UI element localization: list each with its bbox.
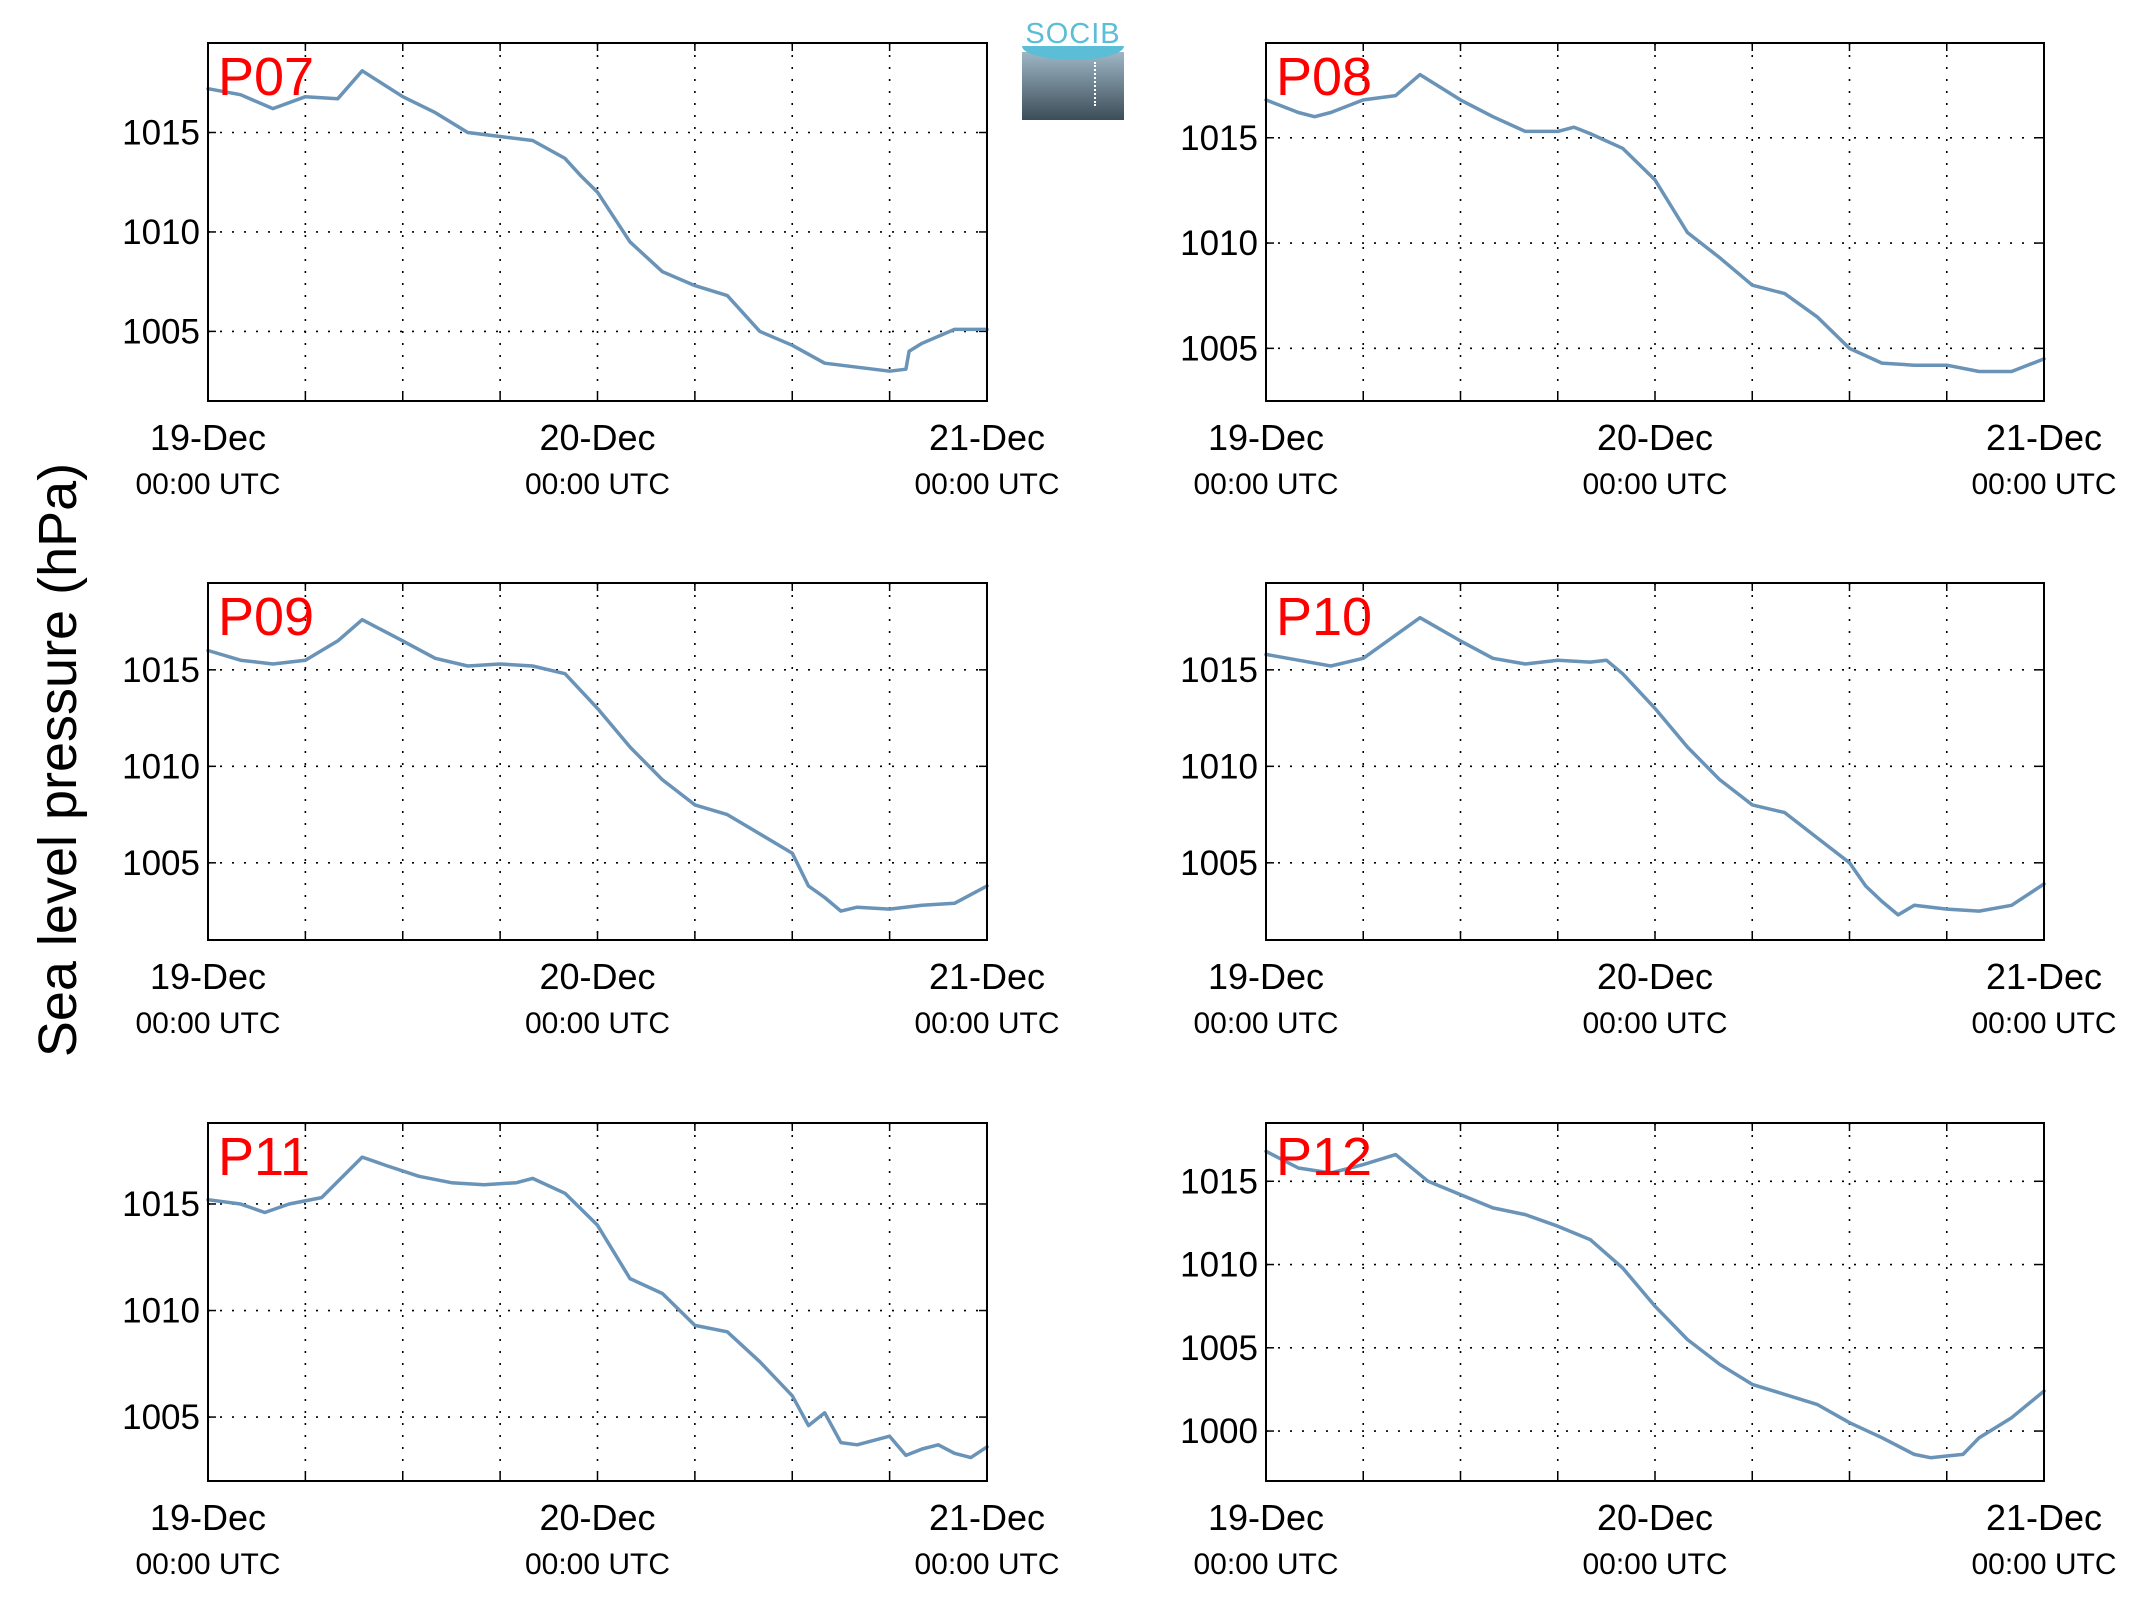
ytick-label-4-1010: 1010 [1180, 747, 1258, 786]
xtick-time-2-1: 00:00 UTC [1582, 468, 1727, 501]
xtick-time-3-1: 00:00 UTC [525, 1007, 670, 1040]
xtick-date-5-0: 19-Dec [150, 1497, 266, 1538]
ytick-label-5-1015: 1015 [122, 1185, 200, 1224]
xtick-time-2-0: 00:00 UTC [1193, 468, 1338, 501]
xtick-date-4-2: 21-Dec [1986, 956, 2102, 997]
logo-wave [1022, 46, 1124, 60]
panel-4: 1005 1010 1015 P10 19-Dec 00:00 UTC 20-Dec 00:0… [1180, 582, 2117, 1040]
xtick-date-1-0: 19-Dec [150, 417, 266, 458]
panel-2: 1005 1010 1015 P08 19-Dec 00:00 UTC 20-Dec 00:0… [1180, 42, 2117, 501]
ytick-label-4-1005: 1005 [1180, 844, 1258, 883]
panel-3: 1005 1010 1015 P09 19-Dec 00:00 UTC 20-Dec 00:0… [122, 582, 1060, 1040]
ytick-label-5-1005: 1005 [122, 1398, 200, 1437]
ytick-label-4-1015: 1015 [1180, 651, 1258, 690]
xtick-date-5-1: 20-Dec [539, 1497, 655, 1538]
xtick-time-4-0: 00:00 UTC [1193, 1007, 1338, 1040]
xtick-time-1-2: 00:00 UTC [914, 468, 1059, 501]
ytick-label-3-1015: 1015 [122, 651, 200, 690]
xtick-date-2-2: 21-Dec [1986, 417, 2102, 458]
axes-frame-4 [1265, 582, 2045, 941]
panel-label-3: P09 [218, 587, 314, 647]
xtick-date-6-1: 20-Dec [1597, 1497, 1713, 1538]
ytick-label-3-1010: 1010 [122, 747, 200, 786]
xtick-time-1-0: 00:00 UTC [135, 468, 280, 501]
series-line-4 [1264, 615, 2046, 917]
axes-frame-2 [1265, 42, 2045, 402]
xtick-time-5-2: 00:00 UTC [914, 1548, 1059, 1581]
logo-dotted-line [1094, 62, 1096, 106]
ytick-label-1-1010: 1010 [122, 213, 200, 252]
series-line-3 [206, 617, 989, 913]
panel-1: 1005 1010 1015 P07 19-Dec 00:00 UTC 20-Dec 00:0… [122, 42, 1060, 501]
xtick-time-5-1: 00:00 UTC [525, 1548, 670, 1581]
xtick-date-4-1: 20-Dec [1597, 956, 1713, 997]
xtick-time-5-0: 00:00 UTC [135, 1548, 280, 1581]
xtick-date-3-2: 21-Dec [929, 956, 1045, 997]
ytick-label-3-1005: 1005 [122, 844, 200, 883]
panel-label-5: P11 [218, 1127, 310, 1187]
xtick-time-3-2: 00:00 UTC [914, 1007, 1059, 1040]
panel-label-1: P07 [218, 47, 314, 107]
xtick-time-6-1: 00:00 UTC [1582, 1548, 1727, 1581]
xtick-date-3-0: 19-Dec [150, 956, 266, 997]
axes-frame-1 [207, 42, 988, 402]
panel-6: 1000 1005 1010 1015 P12 19-Dec 00:00 UTC 20-Dec… [1180, 1122, 2117, 1581]
axes-frame-3 [207, 582, 988, 941]
axes-frame-6 [1265, 1122, 2045, 1482]
series-line-1 [206, 69, 989, 373]
ytick-label-2-1005: 1005 [1180, 329, 1258, 368]
socib-logo: SOCIB [1022, 18, 1124, 120]
xtick-time-3-0: 00:00 UTC [135, 1007, 280, 1040]
xtick-time-1-1: 00:00 UTC [525, 468, 670, 501]
axes-frame-5 [207, 1122, 988, 1482]
logo-text: SOCIB [1025, 18, 1121, 50]
panel-label-2: P08 [1276, 47, 1372, 107]
series-line-6 [1264, 1149, 2046, 1460]
ytick-label-2-1010: 1010 [1180, 224, 1258, 263]
logo-block [1022, 52, 1124, 120]
xtick-date-4-0: 19-Dec [1208, 956, 1324, 997]
panel-label-4: P10 [1276, 587, 1372, 647]
ytick-label-2-1015: 1015 [1180, 119, 1258, 158]
xtick-date-2-1: 20-Dec [1597, 417, 1713, 458]
xtick-date-1-1: 20-Dec [539, 417, 655, 458]
xtick-time-6-2: 00:00 UTC [1971, 1548, 2116, 1581]
xtick-time-6-0: 00:00 UTC [1193, 1548, 1338, 1581]
series-line-2 [1264, 72, 2046, 374]
xtick-date-1-2: 21-Dec [929, 417, 1045, 458]
panel-5: 1005 1010 1015 P11 19-Dec 00:00 UTC 20-Dec 00:0… [122, 1122, 1060, 1581]
series-line-5 [206, 1155, 989, 1460]
ytick-label-1-1005: 1005 [122, 312, 200, 351]
xtick-date-6-0: 19-Dec [1208, 1497, 1324, 1538]
ytick-label-1-1015: 1015 [122, 114, 200, 153]
ytick-label-6-1015: 1015 [1180, 1162, 1258, 1201]
xtick-time-2-2: 00:00 UTC [1971, 468, 2116, 501]
ytick-label-6-1010: 1010 [1180, 1246, 1258, 1285]
xtick-date-6-2: 21-Dec [1986, 1497, 2102, 1538]
ytick-label-5-1010: 1010 [122, 1292, 200, 1331]
xtick-time-4-2: 00:00 UTC [1971, 1007, 2116, 1040]
ytick-label-6-1005: 1005 [1180, 1329, 1258, 1368]
xtick-date-3-1: 20-Dec [539, 956, 655, 997]
xtick-date-2-0: 19-Dec [1208, 417, 1324, 458]
ytick-label-6-1000: 1000 [1180, 1412, 1258, 1451]
xtick-date-5-2: 21-Dec [929, 1497, 1045, 1538]
panel-label-6: P12 [1276, 1127, 1372, 1187]
xtick-time-4-1: 00:00 UTC [1582, 1007, 1727, 1040]
